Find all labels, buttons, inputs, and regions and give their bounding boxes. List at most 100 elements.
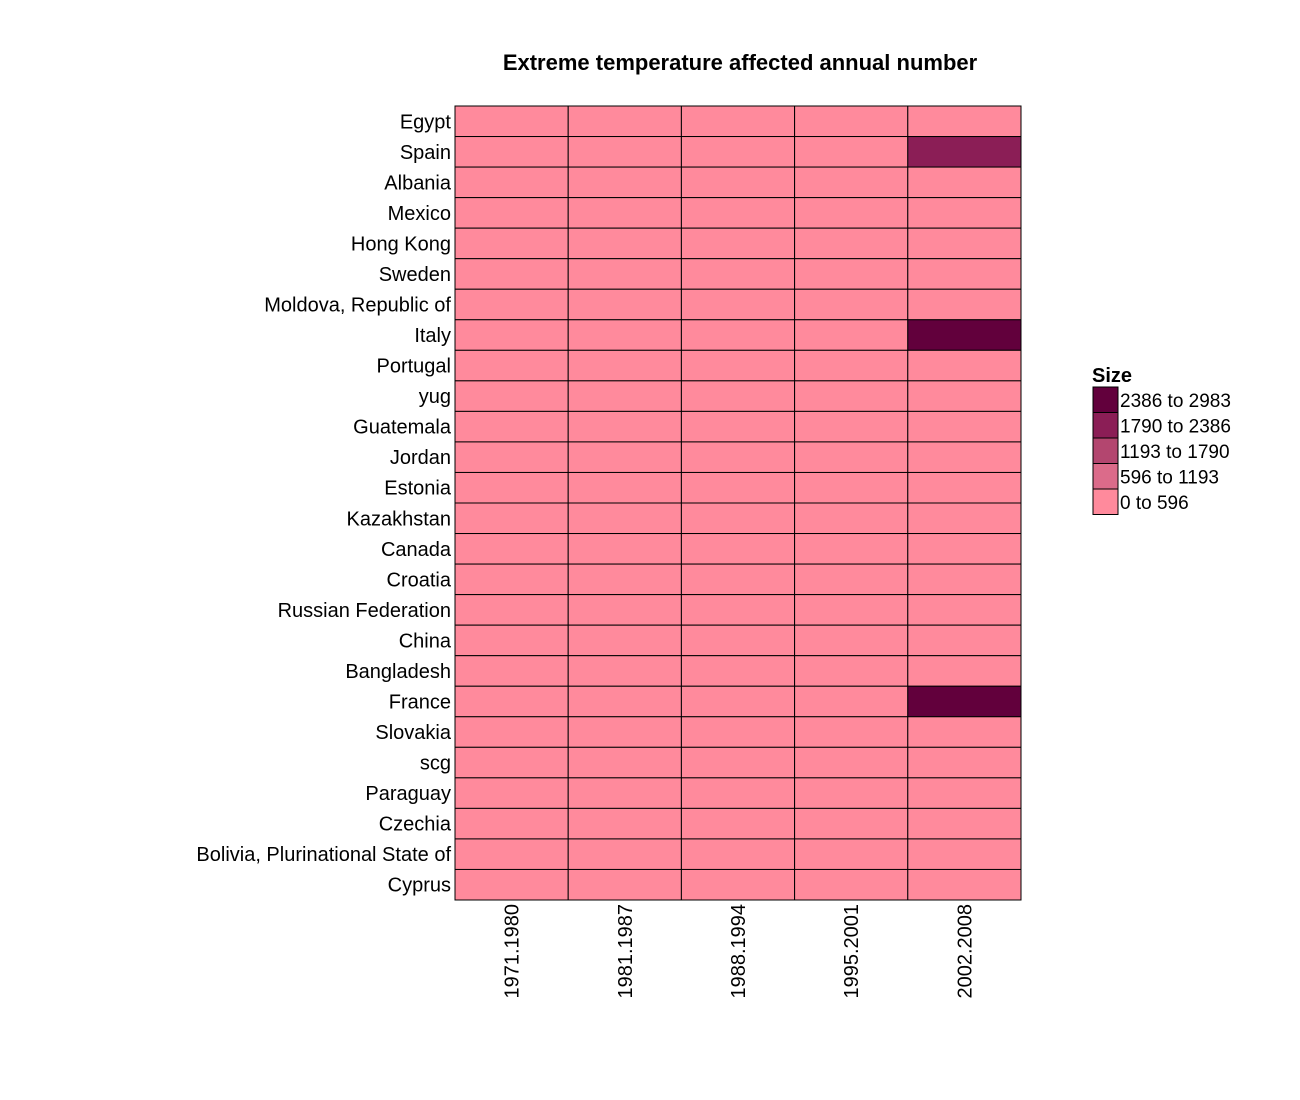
y-tick-label: yug <box>419 386 451 408</box>
heatmap-cell <box>680 288 796 321</box>
heatmap-cell <box>794 441 909 473</box>
heatmap-cell <box>907 746 1022 779</box>
heatmap-cell <box>454 777 569 809</box>
heatmap-cell <box>680 380 796 412</box>
y-tick-label: Mexico <box>388 203 451 225</box>
heatmap-cell <box>680 685 796 718</box>
heatmap-cell <box>794 563 909 596</box>
heatmap-cell <box>907 349 1022 382</box>
heatmap-cell <box>794 746 909 779</box>
heatmap-cell <box>907 777 1022 809</box>
heatmap-cell <box>794 288 909 321</box>
heatmap-cell <box>454 746 569 779</box>
heatmap-cell <box>567 807 682 840</box>
heatmap-cell <box>794 685 909 718</box>
heatmap-cell <box>680 105 796 138</box>
heatmap-cell <box>907 655 1022 687</box>
legend-swatch <box>1092 386 1119 413</box>
heatmap-cell <box>567 502 682 535</box>
heatmap-cell <box>794 227 909 260</box>
heatmap-cell <box>454 533 569 565</box>
y-tick-label: Kazakhstan <box>346 508 451 530</box>
heatmap-cell <box>907 533 1022 565</box>
heatmap-cell <box>567 166 682 199</box>
heatmap-cell <box>794 868 909 901</box>
heatmap-cell <box>907 258 1022 290</box>
y-tick-label: Jordan <box>390 447 451 469</box>
heatmap-cell <box>454 105 569 138</box>
legend-swatch <box>1092 437 1119 464</box>
x-tick-label: 1995.2001 <box>841 904 863 999</box>
y-tick-label: Albania <box>384 172 452 194</box>
heatmap-cells <box>454 105 1022 901</box>
heatmap-cell <box>567 319 682 351</box>
y-tick-label: Bangladesh <box>345 661 451 683</box>
heatmap-cell <box>794 105 909 138</box>
y-axis-labels: Egypt Spain Albania Mexico Hong Kong Sweden Mo… <box>196 111 451 896</box>
heatmap-cell <box>567 105 682 138</box>
heatmap-cell <box>454 197 569 229</box>
heatmap-cell <box>907 868 1022 901</box>
y-tick-label: Bolivia, Plurinational State of <box>196 844 451 866</box>
heatmap-cell <box>567 838 682 870</box>
heatmap-cell <box>680 502 796 535</box>
legend-swatch <box>1092 412 1119 439</box>
legend-title: Size <box>1092 365 1132 387</box>
heatmap-cell <box>454 502 569 535</box>
heatmap-cell <box>567 197 682 229</box>
heatmap-cell <box>680 136 796 168</box>
heatmap-cell <box>680 594 796 626</box>
heatmap-cell <box>567 868 682 901</box>
y-tick-label: Spain <box>400 142 451 164</box>
heatmap-cell <box>567 288 682 321</box>
heatmap-cell <box>680 868 796 901</box>
heatmap-cell <box>794 380 909 412</box>
heatmap-cell <box>454 410 569 443</box>
heatmap-cell <box>454 349 569 382</box>
heatmap-cell <box>680 319 796 351</box>
heatmap-cell <box>794 136 909 168</box>
heatmap-cell <box>794 349 909 382</box>
y-tick-label: Sweden <box>379 264 451 286</box>
x-tick-label: 1971.1980 <box>502 904 524 999</box>
legend-swatch <box>1092 463 1119 490</box>
heatmap-cell <box>567 441 682 473</box>
y-tick-label: Hong Kong <box>351 233 451 255</box>
heatmap-cell <box>454 563 569 596</box>
heatmap-cell <box>794 594 909 626</box>
x-axis-labels: 1971.1980 1981.1987 1988.1994 1995.2001 2002… <box>502 904 977 999</box>
heatmap-cell <box>680 166 796 199</box>
heatmap-cell <box>794 166 909 199</box>
heatmap-cell <box>680 410 796 443</box>
heatmap-cell <box>567 563 682 596</box>
heatmap-cell <box>454 258 569 290</box>
heatmap-cell <box>567 594 682 626</box>
heatmap-cell <box>907 471 1022 504</box>
y-tick-label: Paraguay <box>365 783 451 805</box>
heatmap-cell <box>907 227 1022 260</box>
heatmap-cell <box>454 227 569 260</box>
y-tick-label: Portugal <box>377 356 452 378</box>
heatmap-cell <box>567 349 682 382</box>
y-tick-label: Slovakia <box>375 722 451 744</box>
heatmap-cell <box>454 136 569 168</box>
heatmap-cell <box>454 441 569 473</box>
y-tick-label: Egypt <box>400 111 452 133</box>
y-tick-label: Estonia <box>384 478 452 500</box>
chart-title: Extreme temperature affected annual numb… <box>503 50 978 75</box>
heatmap-cell <box>907 838 1022 870</box>
heatmap-cell <box>454 380 569 412</box>
y-tick-label: Russian Federation <box>278 600 451 622</box>
heatmap-cell <box>454 655 569 687</box>
y-tick-label: Cyprus <box>388 875 451 897</box>
heatmap-cell <box>567 533 682 565</box>
y-tick-label: Croatia <box>387 569 452 591</box>
heatmap-cell <box>680 349 796 382</box>
heatmap-cell <box>680 838 796 870</box>
legend-label: 1790 to 2386 <box>1120 416 1231 437</box>
heatmap-cell <box>680 258 796 290</box>
y-tick-label: Czechia <box>379 814 452 836</box>
x-tick-label: 2002.2008 <box>954 904 976 999</box>
heatmap-cell <box>907 807 1022 840</box>
